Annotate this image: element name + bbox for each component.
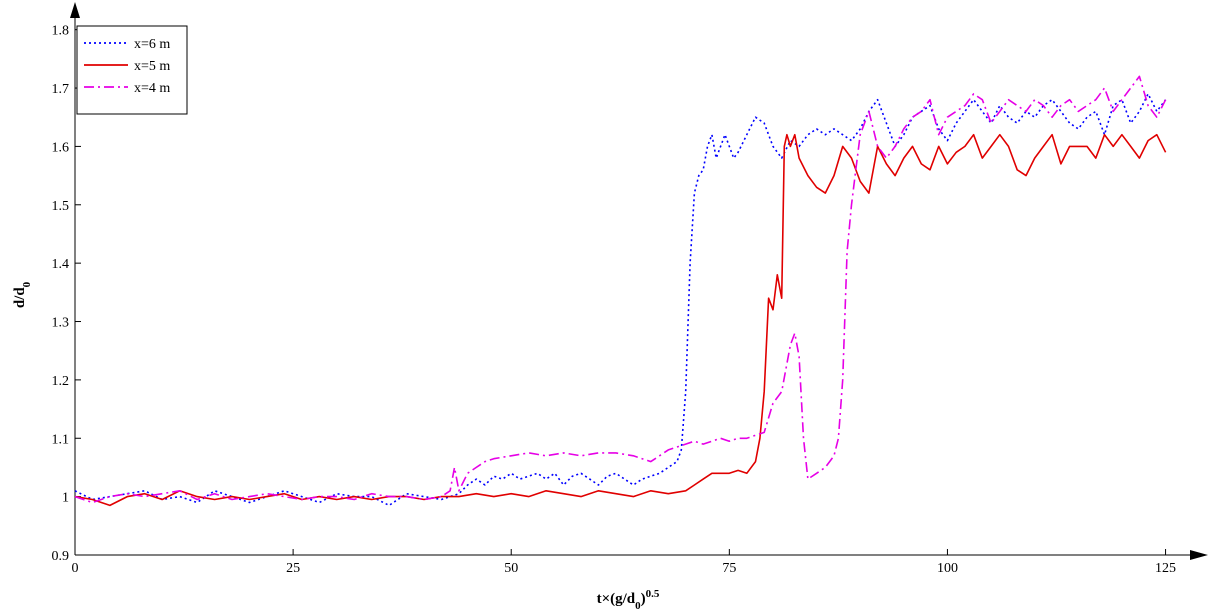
y-tick-label: 1 bbox=[62, 491, 69, 506]
y-axis-title-main: d/d bbox=[12, 287, 28, 309]
chart-series bbox=[74, 75, 1167, 507]
y-axis-title: d/d0 bbox=[12, 281, 33, 308]
chart-legend: x=6 m x=5 m x=4 m bbox=[76, 25, 188, 115]
legend-label-2: x=5 m bbox=[134, 59, 170, 74]
legend-label-1: x=6 m bbox=[134, 37, 170, 52]
x-axis-title-main: t×(g/d bbox=[597, 591, 636, 607]
legend-box bbox=[76, 25, 188, 115]
x-tick-label: 25 bbox=[286, 561, 300, 576]
y-tick-label: 0.9 bbox=[52, 549, 70, 564]
x-axis-title: t×(g/d0)0.5 bbox=[597, 588, 660, 610]
y-tick-label: 1.5 bbox=[52, 199, 70, 214]
x-axis-title-sup: 0.5 bbox=[646, 588, 660, 600]
series-line-3 bbox=[74, 75, 1167, 504]
y-axis-title-sub: 0 bbox=[21, 281, 33, 287]
x-tick-label: 0 bbox=[72, 561, 79, 576]
x-tick-label: 50 bbox=[504, 561, 518, 576]
y-tick-label: 1.1 bbox=[52, 432, 70, 447]
chart-axes bbox=[70, 2, 1208, 560]
y-tick-label: 1.8 bbox=[52, 24, 70, 39]
y-tick-label: 1.4 bbox=[52, 257, 70, 272]
series-line-1 bbox=[74, 93, 1167, 507]
y-tick-label: 1.2 bbox=[52, 374, 70, 389]
y-axis-arrow bbox=[70, 2, 80, 18]
y-tick-label: 1.6 bbox=[52, 140, 70, 155]
x-axis-title-close: ) bbox=[641, 591, 646, 607]
y-axis-ticks: 0.9 1 1.1 1.2 1.3 1.4 1.5 1.6 1.7 1.8 bbox=[52, 24, 81, 564]
series-line-2 bbox=[74, 133, 1167, 507]
x-tick-label: 75 bbox=[722, 561, 736, 576]
y-tick-label: 1.7 bbox=[52, 82, 70, 97]
x-axis-arrow bbox=[1190, 550, 1208, 560]
x-axis-ticks: 0 25 50 75 100 125 bbox=[72, 549, 1176, 576]
legend-label-3: x=4 m bbox=[134, 81, 170, 96]
y-tick-label: 1.3 bbox=[52, 316, 70, 331]
x-tick-label: 125 bbox=[1155, 561, 1176, 576]
x-axis-title-sub: 0 bbox=[635, 600, 641, 610]
x-tick-label: 100 bbox=[937, 561, 958, 576]
